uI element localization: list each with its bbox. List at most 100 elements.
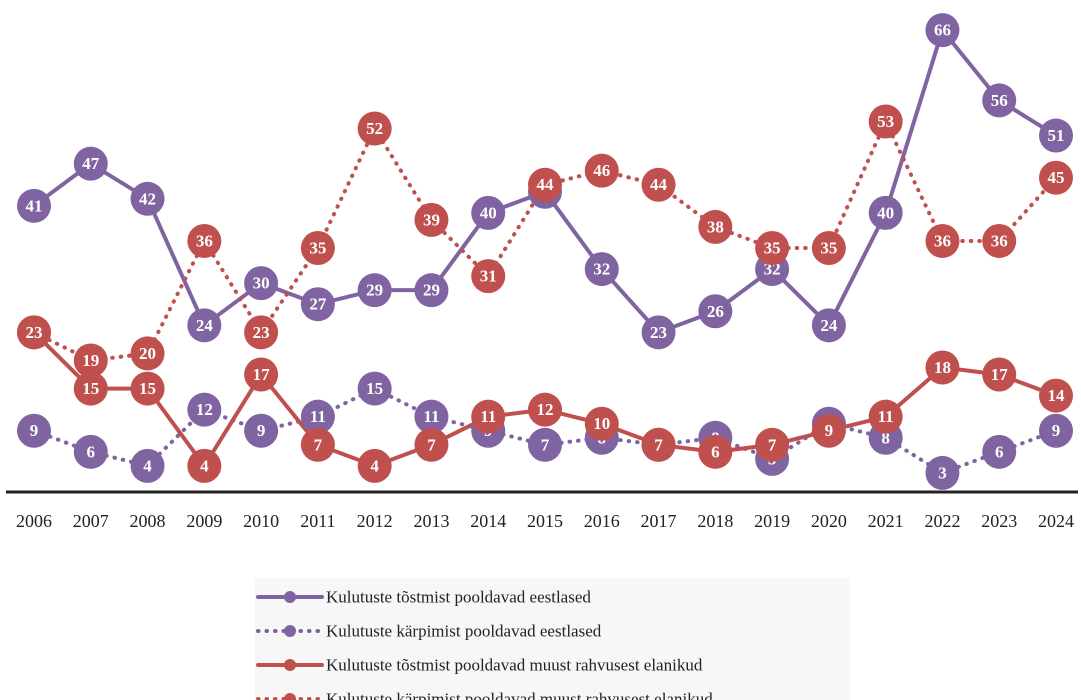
data-label: 15	[139, 379, 156, 398]
data-label: 9	[30, 421, 39, 440]
data-point	[130, 371, 165, 406]
data-point	[811, 308, 846, 343]
x-tick-label: 2022	[924, 511, 960, 531]
x-tick-label: 2017	[641, 511, 677, 531]
data-label: 11	[423, 407, 439, 426]
data-label: 36	[934, 231, 951, 250]
data-point	[1039, 118, 1073, 153]
data-point	[244, 266, 279, 301]
data-point	[925, 350, 960, 385]
data-label: 44	[650, 175, 668, 194]
data-label: 7	[427, 435, 436, 454]
data-point	[73, 371, 108, 406]
data-label: 7	[541, 435, 550, 454]
data-label: 19	[82, 351, 99, 370]
data-point	[130, 336, 165, 371]
data-point	[982, 357, 1017, 392]
data-point	[925, 223, 960, 258]
data-point	[641, 167, 676, 202]
data-label: 20	[139, 344, 156, 363]
x-tick-label: 2024	[1038, 511, 1074, 531]
data-point	[1039, 413, 1073, 448]
data-label: 9	[825, 421, 834, 440]
data-point	[982, 83, 1017, 118]
data-label: 35	[764, 239, 781, 258]
data-point	[414, 399, 449, 434]
data-point	[698, 209, 733, 244]
data-label: 7	[314, 435, 323, 454]
data-point	[17, 188, 51, 223]
data-label: 40	[877, 203, 894, 222]
series-line	[32, 119, 1058, 363]
data-point	[811, 231, 846, 265]
data-label: 42	[139, 189, 156, 208]
data-point	[584, 406, 619, 441]
data-label: 29	[423, 281, 440, 300]
x-tick-label: 2007	[73, 511, 109, 531]
data-point	[584, 153, 619, 188]
legend-label: Kulutuste kärpimist pooldavad eestlased	[326, 622, 602, 641]
data-point	[73, 146, 108, 181]
legend-marker	[284, 625, 296, 637]
data-label: 15	[366, 379, 383, 398]
data-label: 6	[87, 442, 96, 461]
data-point	[187, 392, 222, 427]
data-point	[925, 455, 960, 490]
data-label: 11	[878, 407, 894, 426]
x-tick-label: 2006	[16, 511, 52, 531]
data-point	[471, 259, 506, 294]
data-point	[300, 231, 335, 265]
data-label: 45	[1048, 168, 1065, 187]
data-label: 24	[196, 316, 214, 335]
data-point	[357, 273, 392, 308]
data-label: 36	[196, 231, 213, 250]
data-label: 3	[938, 463, 947, 482]
data-point	[528, 167, 562, 202]
data-point	[982, 434, 1017, 469]
data-point	[471, 195, 506, 230]
x-tick-label: 2012	[357, 511, 393, 531]
data-label: 7	[768, 435, 777, 454]
data-point	[187, 223, 222, 258]
legend-label: Kulutuste tõstmist pooldavad eestlased	[326, 588, 591, 607]
data-point	[130, 448, 165, 483]
data-label: 56	[991, 91, 1008, 110]
data-point	[755, 427, 790, 462]
data-label: 29	[366, 281, 383, 300]
data-point	[130, 181, 165, 216]
data-label: 36	[991, 231, 1008, 250]
x-tick-label: 2010	[243, 511, 279, 531]
data-point	[187, 308, 222, 343]
legend-label: Kulutuste kärpimist pooldavad muust rahv…	[326, 690, 713, 700]
data-label: 9	[257, 421, 266, 440]
data-point	[641, 315, 676, 350]
data-label: 6	[995, 442, 1004, 461]
x-tick-label: 2013	[413, 511, 449, 531]
data-label: 10	[593, 414, 610, 433]
data-label: 27	[309, 295, 327, 314]
x-tick-label: 2023	[981, 511, 1017, 531]
data-label: 12	[196, 400, 213, 419]
data-label: 11	[480, 407, 496, 426]
data-point	[584, 252, 619, 287]
data-label: 18	[934, 358, 951, 377]
data-label: 66	[934, 21, 951, 40]
data-point	[982, 223, 1017, 258]
data-point	[244, 315, 279, 350]
data-label: 11	[310, 407, 326, 426]
data-label: 35	[309, 239, 326, 258]
data-label: 9	[1052, 421, 1061, 440]
data-label: 39	[423, 210, 440, 229]
data-label: 31	[480, 267, 497, 286]
data-label: 15	[82, 379, 99, 398]
data-point	[414, 202, 449, 237]
data-label: 47	[82, 154, 100, 173]
data-label: 46	[593, 161, 610, 180]
data-point	[17, 413, 51, 448]
data-label: 14	[1048, 386, 1066, 405]
data-point	[187, 448, 222, 483]
data-point	[755, 231, 790, 265]
data-point	[868, 399, 903, 434]
data-label: 44	[537, 175, 555, 194]
